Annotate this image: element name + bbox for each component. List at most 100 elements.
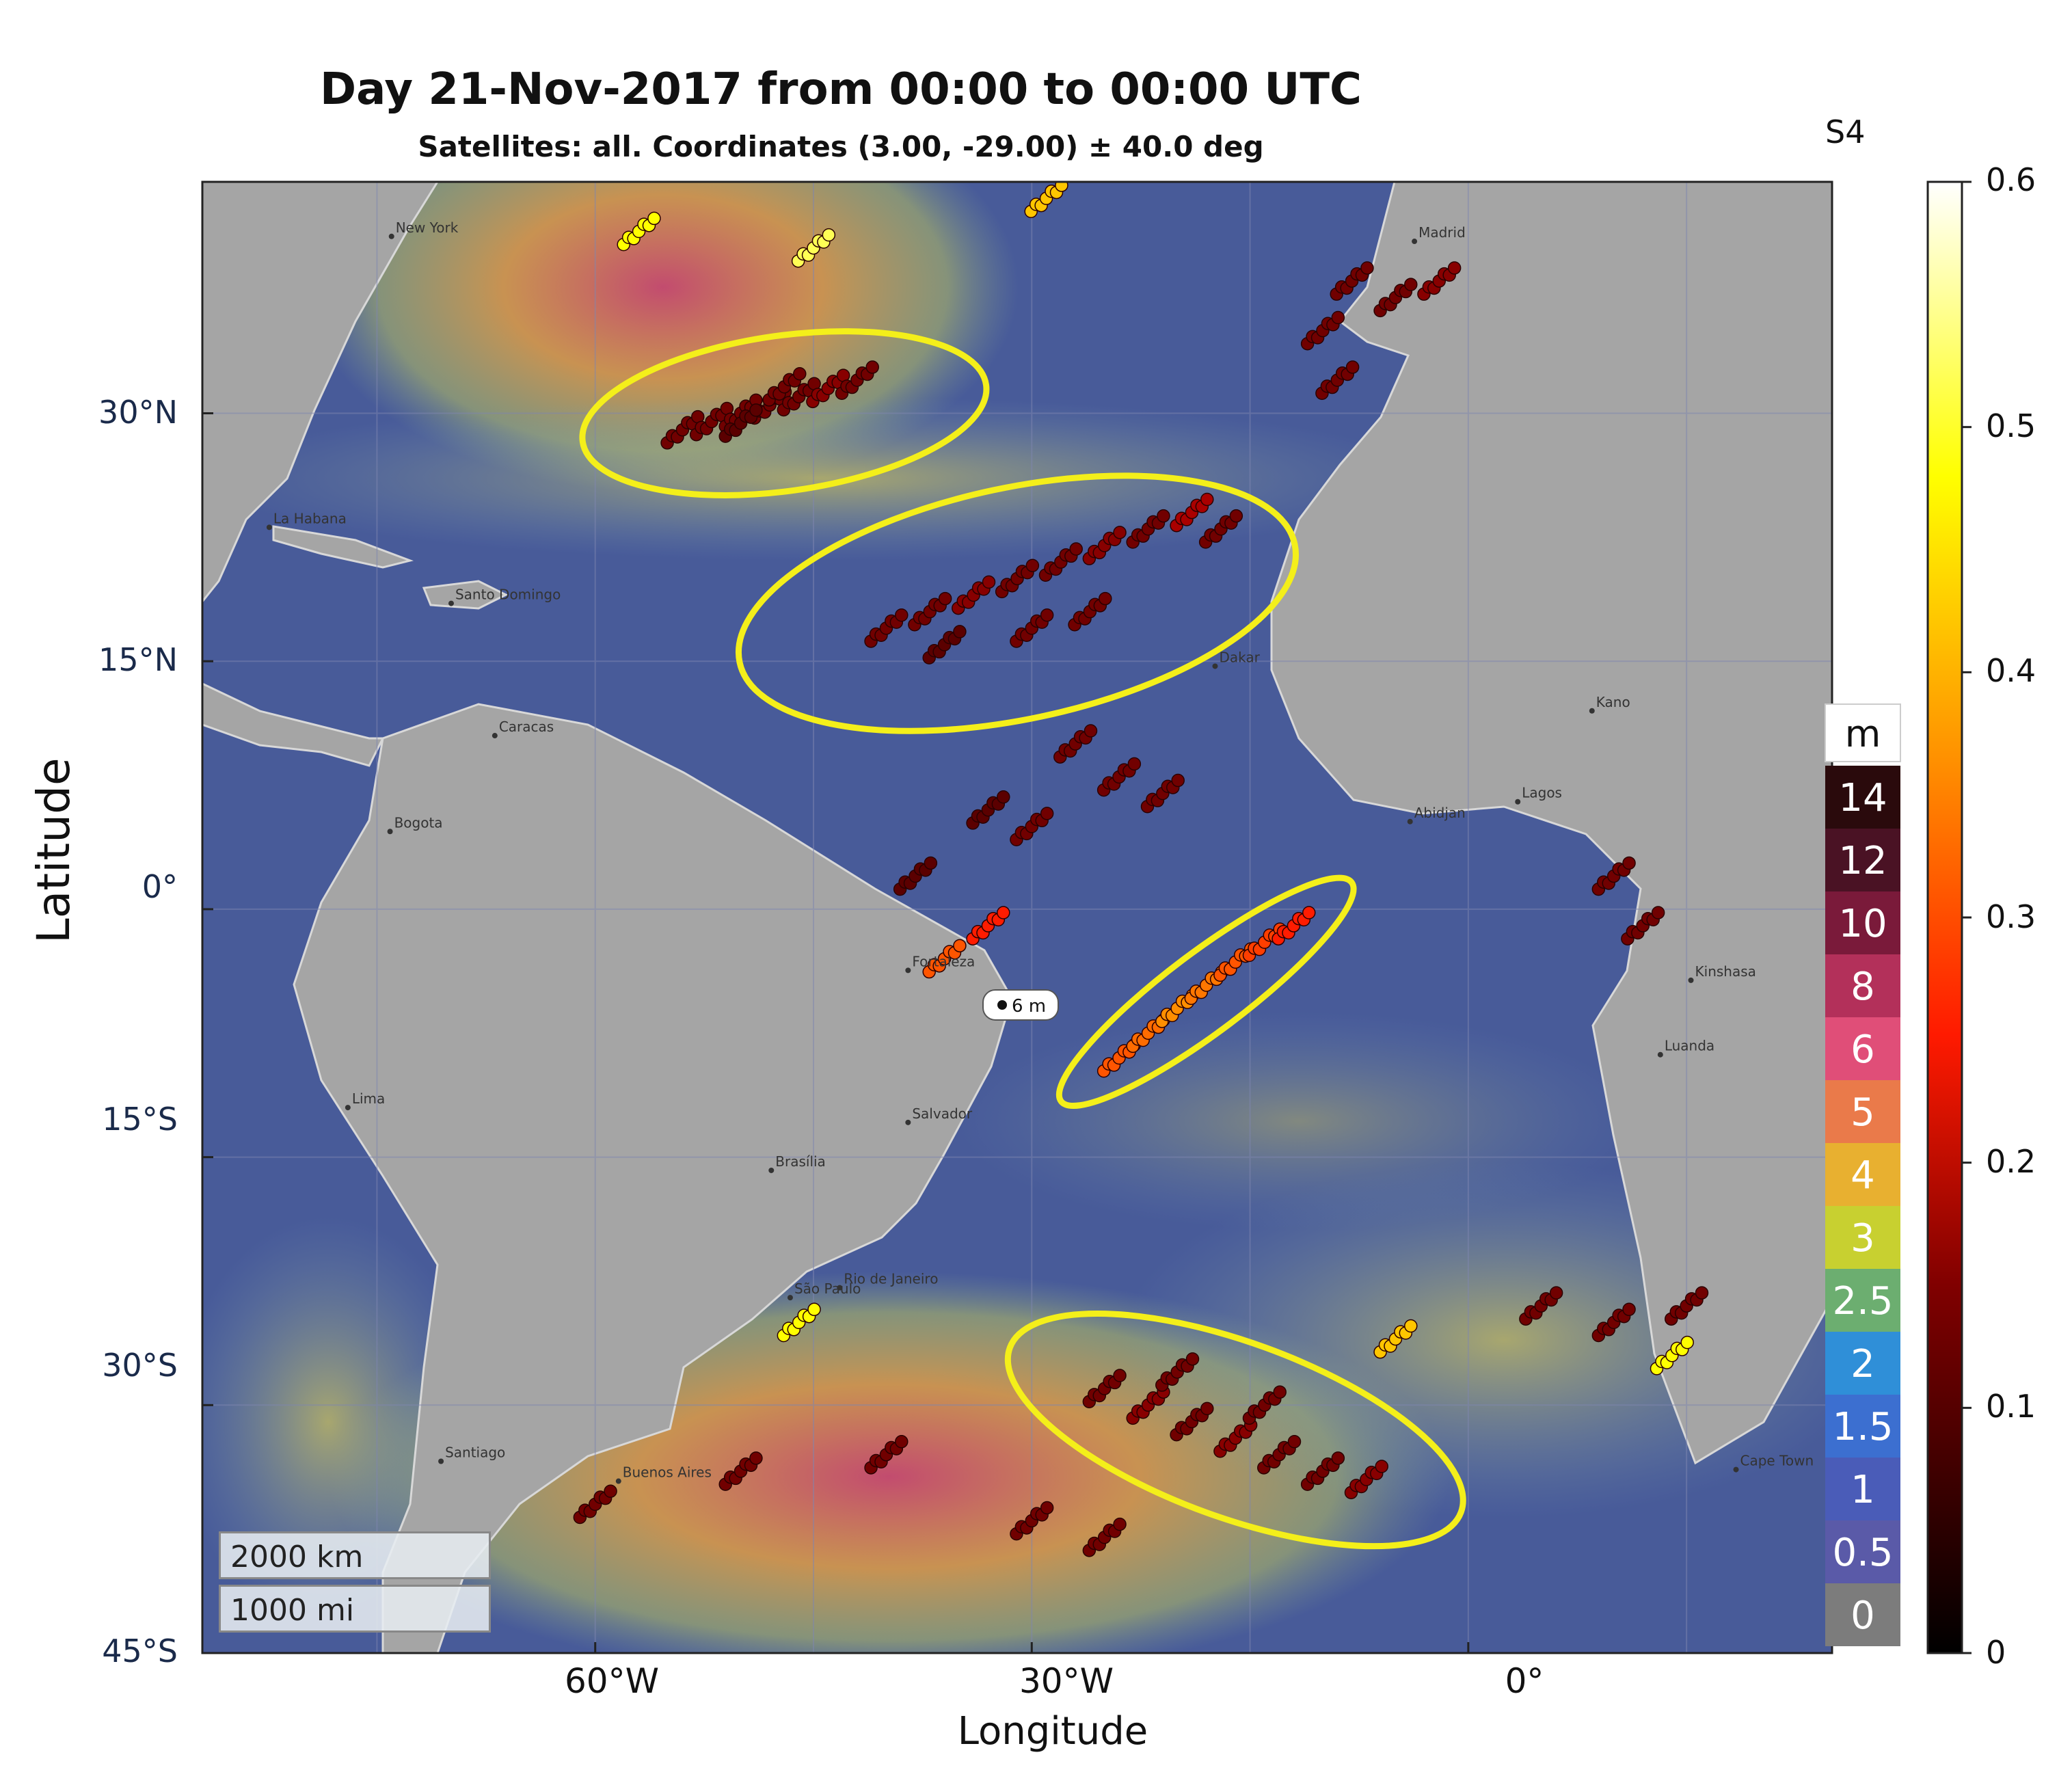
colorbar-tick-0.3: 0.3 — [1986, 898, 2036, 935]
wave-legend-label: 3 — [1851, 1216, 1875, 1261]
city-label: Lima — [352, 1090, 385, 1107]
city-dot — [768, 1167, 775, 1173]
s4-point — [938, 591, 952, 606]
figure-title: Day 21-Nov-2017 from 00:00 to 00:00 UTC — [320, 64, 1362, 115]
city-label: Kano — [1596, 694, 1630, 710]
city-label: Santiago — [445, 1445, 505, 1461]
ytick-15N: 15°N — [98, 641, 178, 678]
s4-point — [924, 856, 938, 870]
city-dot — [388, 233, 394, 239]
axis-tick-marks — [202, 412, 1470, 1653]
s4-point — [1171, 773, 1185, 788]
wave-legend-swatch — [1825, 1269, 1900, 1332]
s4-point — [1157, 509, 1170, 523]
s4-point — [1185, 1352, 1200, 1366]
cuba — [272, 525, 414, 569]
s4-point — [1331, 310, 1345, 325]
s4-point — [1695, 1286, 1709, 1300]
city-dot — [615, 1478, 621, 1484]
xtick-30W: 30°W — [1019, 1661, 1114, 1701]
s4-point — [1447, 261, 1462, 275]
city-dot — [345, 1105, 351, 1111]
s4-point — [1200, 492, 1214, 507]
city-dot — [787, 1295, 793, 1301]
wave-legend-swatch — [1825, 1458, 1900, 1520]
land-masses — [202, 182, 1832, 1653]
colorbar-tick-0.1: 0.1 — [1986, 1388, 2036, 1425]
s4-point — [1680, 1335, 1694, 1350]
south-america — [293, 703, 1013, 1653]
s4-point — [1331, 1451, 1345, 1465]
city-dot — [1407, 818, 1413, 824]
s4-point — [1200, 1401, 1214, 1416]
wave-legend-swatch — [1825, 1395, 1900, 1458]
wave-legend-label: 0.5 — [1832, 1531, 1893, 1575]
city-label: Dakar — [1219, 649, 1260, 665]
city-label: Santo Domingo — [455, 587, 561, 603]
wave-legend-label: 1 — [1851, 1468, 1875, 1512]
s4-point — [1040, 608, 1054, 622]
north-america — [202, 182, 439, 604]
wave-legend-unit-cell — [1825, 703, 1901, 762]
city-dot — [1688, 977, 1694, 983]
wave-legend-swatch — [1825, 1520, 1900, 1583]
s4-point — [1229, 509, 1243, 523]
s4-point — [1113, 1369, 1127, 1382]
ytick-45S: 45°S — [102, 1633, 178, 1669]
city-dot — [438, 1458, 444, 1464]
place-labels: New York Madrid La Habana Santo Domingo Daka… — [266, 219, 1814, 1484]
s4-point — [1113, 526, 1127, 539]
city-label: Buenos Aires — [623, 1464, 712, 1481]
highlight-ellipse-south-atlantic-cluster — [1004, 1310, 1466, 1550]
city-dot — [905, 1119, 911, 1125]
city-label: Luanda — [1665, 1038, 1714, 1054]
wave-legend-label: 2.5 — [1832, 1279, 1893, 1324]
colorbar — [1926, 180, 1963, 1654]
city-dot — [1412, 239, 1418, 245]
s4-point — [749, 403, 763, 417]
s4-point — [1113, 1517, 1127, 1531]
wave-legend-swatch — [1825, 1206, 1900, 1269]
colorbar-tick-0: 0 — [1986, 1634, 2006, 1671]
wave-legend-swatch — [1825, 766, 1900, 829]
colorbar-tick-0.5: 0.5 — [1986, 407, 2036, 444]
wave-legend-label: 5 — [1851, 1090, 1875, 1135]
wave-legend-label: 8 — [1851, 965, 1875, 1009]
s4-point — [895, 1434, 909, 1449]
s4-point — [1549, 1286, 1563, 1300]
wave-legend-label: 4 — [1851, 1153, 1875, 1198]
city-label: Madrid — [1418, 224, 1466, 241]
city-label: New York — [396, 219, 459, 236]
wave-legend-swatch — [1825, 891, 1900, 954]
s4-point — [1273, 1385, 1287, 1399]
ytick-0: 0° — [142, 868, 178, 905]
wave-legend-label: 0 — [1851, 1594, 1875, 1638]
s4-point — [1069, 542, 1083, 556]
marker-label: 6 m — [1012, 996, 1046, 1017]
city-label: La Habana — [273, 510, 347, 526]
city-label: Abidjan — [1414, 805, 1466, 821]
city-dot — [266, 524, 272, 531]
city-dot — [448, 600, 454, 606]
city-label: Brasília — [775, 1153, 826, 1170]
xtick-0: 0° — [1505, 1661, 1544, 1701]
wave-legend-swatch — [1825, 1017, 1900, 1080]
city-dot — [1589, 708, 1595, 714]
s4-point — [1651, 906, 1665, 920]
s4-point — [997, 790, 1010, 804]
colorbar-tick-0.6: 0.6 — [1986, 161, 2036, 198]
wave-legend-label: 12 — [1838, 839, 1887, 883]
city-dot — [1657, 1051, 1663, 1058]
wave-legend-label: 2 — [1851, 1342, 1875, 1386]
s4-point — [1040, 1501, 1054, 1515]
wave-legend-label: 10 — [1838, 902, 1887, 946]
ytick-15S: 15°S — [102, 1101, 178, 1138]
colorbar-title: S4 — [1825, 113, 1866, 150]
wave-legend-swatch — [1825, 1332, 1900, 1395]
city-dot — [387, 829, 393, 835]
highlight-ellipse-equatorial-track — [1055, 874, 1357, 1110]
s4-point — [997, 906, 1010, 920]
s4-point — [953, 939, 967, 953]
s4-point — [1360, 261, 1374, 275]
